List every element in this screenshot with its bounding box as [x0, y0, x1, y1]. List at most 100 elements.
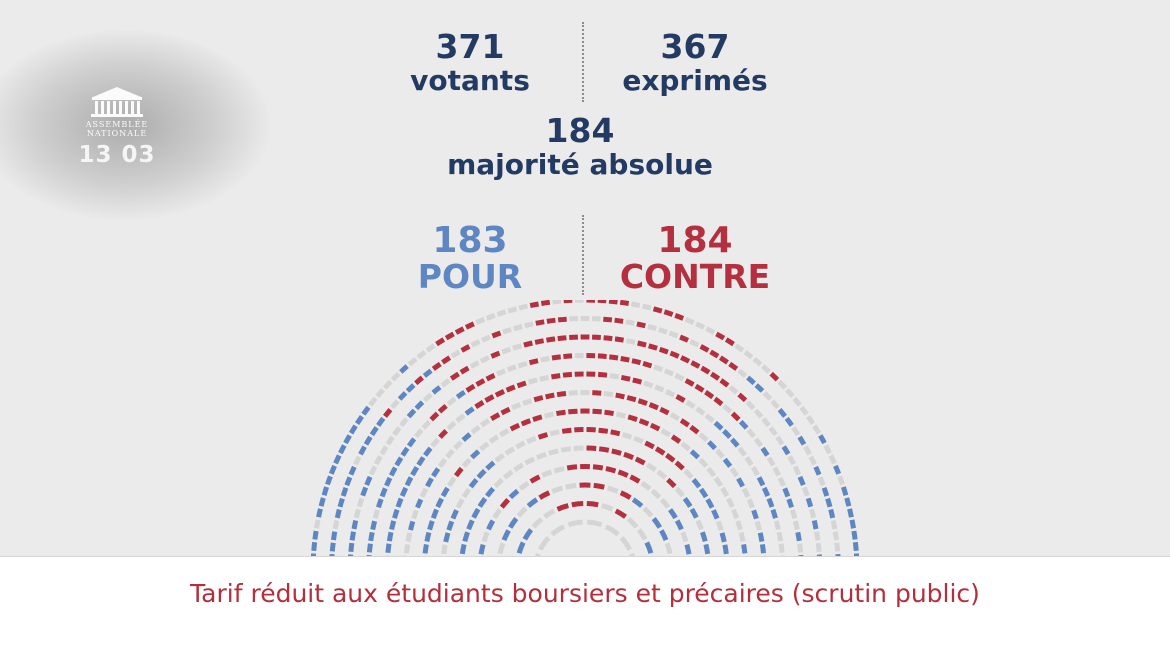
seat — [370, 398, 375, 405]
seat — [587, 448, 597, 449]
seat — [427, 346, 434, 351]
seat — [425, 448, 430, 455]
logo-text-line1: ASSEMBLÉE — [72, 120, 162, 129]
seat — [385, 410, 390, 417]
exprimes-label: exprimés — [605, 64, 785, 98]
seat — [650, 405, 658, 408]
seat — [785, 488, 788, 496]
seat — [487, 315, 495, 318]
seat — [831, 456, 835, 464]
seat — [347, 477, 350, 485]
seat — [567, 467, 577, 468]
seat — [728, 499, 732, 507]
seat — [513, 346, 521, 349]
seat — [643, 306, 651, 308]
seat — [721, 380, 728, 385]
seat — [701, 346, 709, 350]
seat — [732, 439, 738, 446]
seat — [424, 371, 431, 376]
seat — [654, 309, 662, 311]
seat — [644, 383, 652, 386]
seat — [467, 386, 474, 391]
seat — [505, 472, 513, 478]
seat — [754, 510, 757, 518]
seat — [592, 393, 601, 394]
seat — [724, 431, 730, 437]
seat — [500, 543, 503, 553]
seat — [631, 304, 639, 306]
seat — [389, 532, 391, 541]
seat — [837, 543, 838, 552]
seat — [446, 533, 448, 542]
seat — [542, 472, 551, 476]
seat — [433, 469, 438, 476]
seat — [531, 477, 540, 482]
seat — [525, 530, 531, 540]
seat — [541, 359, 550, 361]
seat — [314, 542, 315, 551]
seat — [763, 448, 768, 455]
seat — [332, 543, 333, 552]
seat — [741, 422, 747, 428]
seat — [610, 376, 619, 377]
seat — [602, 506, 613, 510]
seat — [449, 521, 452, 530]
seat — [639, 401, 648, 404]
seat — [706, 329, 714, 333]
seat — [748, 378, 755, 384]
seat — [393, 374, 399, 380]
seat — [407, 477, 411, 485]
seat — [628, 519, 636, 527]
seat — [352, 532, 353, 541]
seat — [438, 499, 442, 507]
seat — [425, 544, 426, 553]
seat — [692, 509, 697, 517]
seat — [495, 480, 502, 487]
seat — [619, 472, 628, 476]
seat — [392, 401, 398, 407]
pour-label: POUR — [390, 260, 550, 294]
seat — [691, 451, 698, 457]
seat — [612, 451, 621, 454]
seat — [472, 342, 480, 346]
seat — [395, 510, 398, 519]
seat — [511, 425, 519, 429]
seat — [520, 483, 528, 489]
seat — [717, 450, 723, 457]
seat — [835, 466, 838, 474]
seat — [744, 489, 748, 497]
seat — [317, 520, 319, 528]
seat — [398, 499, 401, 507]
seat — [507, 387, 515, 390]
seat — [536, 322, 544, 324]
seat — [644, 508, 651, 516]
seat — [487, 489, 493, 496]
seat — [685, 499, 691, 507]
seat — [386, 478, 390, 486]
seat — [494, 510, 500, 518]
seat — [756, 385, 762, 391]
seat — [651, 425, 659, 429]
seat — [465, 532, 468, 541]
seat — [771, 428, 776, 435]
seat — [665, 371, 673, 374]
seat — [496, 391, 504, 395]
seat — [464, 489, 469, 497]
seat — [363, 407, 368, 414]
seat — [792, 510, 794, 518]
seat — [545, 511, 555, 517]
seat — [661, 530, 666, 540]
seat — [820, 477, 823, 485]
seat — [793, 428, 798, 435]
seat — [566, 485, 577, 487]
seat — [481, 358, 489, 362]
seat — [764, 393, 770, 399]
seat — [550, 432, 559, 434]
seat — [616, 511, 626, 517]
seat — [696, 386, 703, 391]
seat — [351, 426, 356, 433]
seat — [843, 487, 846, 495]
seat — [659, 330, 667, 333]
seat — [458, 499, 463, 507]
seat — [558, 338, 567, 339]
